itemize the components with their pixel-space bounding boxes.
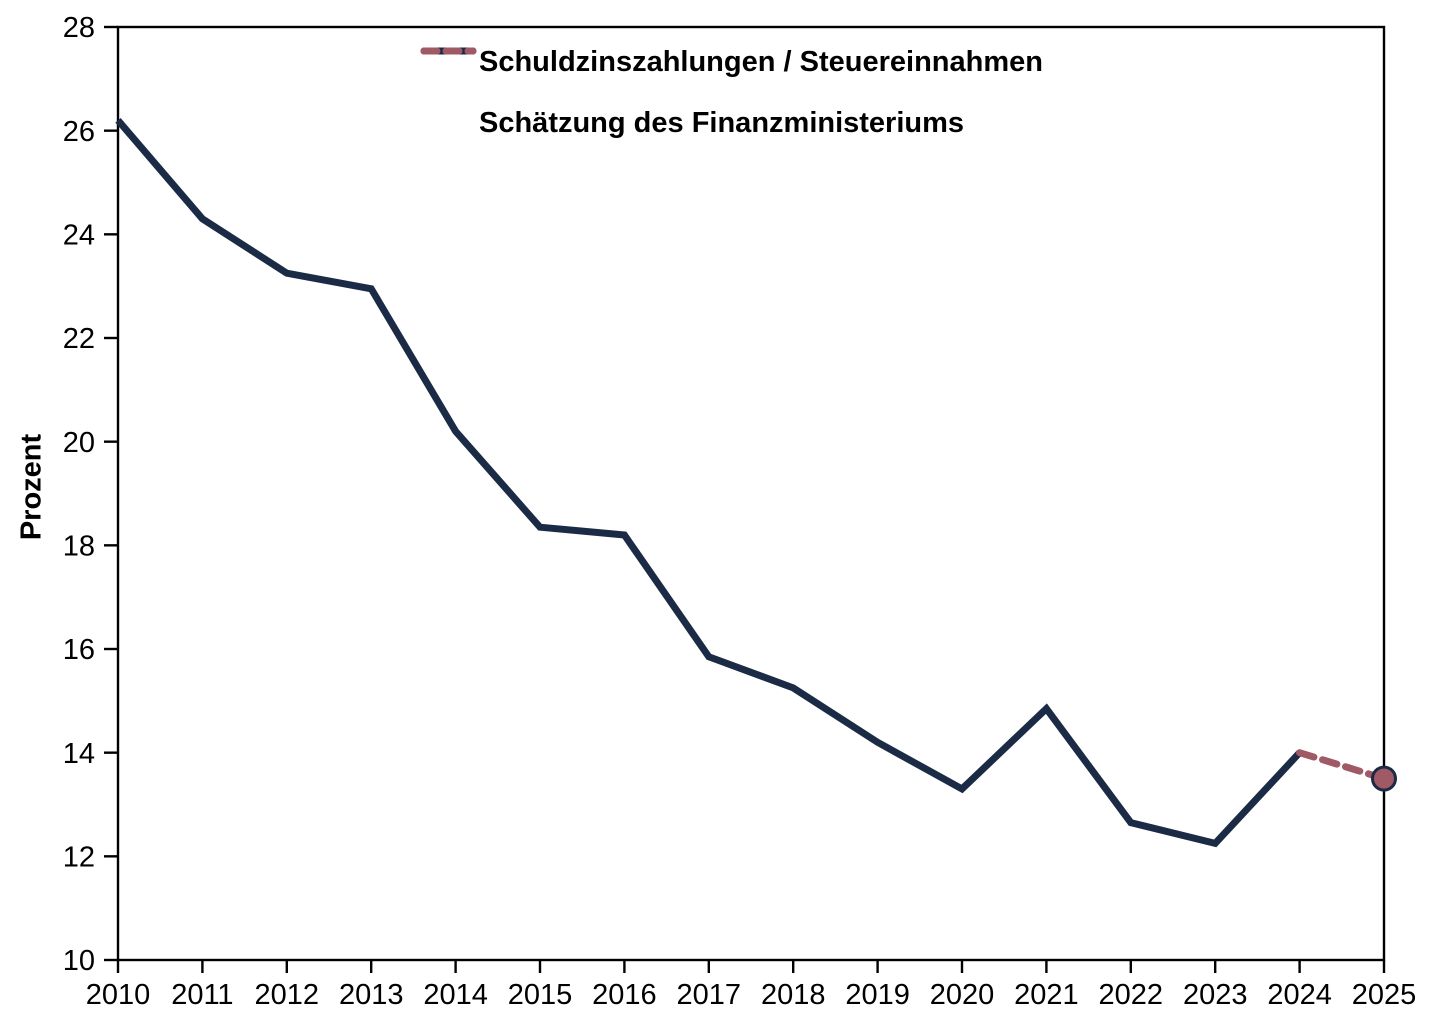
- x-tick-label: 2020: [930, 979, 995, 1011]
- legend-line-dashed-icon: [419, 47, 478, 127]
- legend-label-main: Schuldzinszahlungen / Steuereinnahmen: [479, 46, 1043, 78]
- y-tick-label: 18: [63, 530, 95, 562]
- x-tick-label: 2019: [845, 979, 910, 1011]
- y-tick-label: 20: [63, 427, 95, 459]
- x-tick-label: 2025: [1352, 979, 1417, 1011]
- y-tick-label: 26: [63, 116, 95, 148]
- plot-border: [116, 25, 1386, 962]
- legend-item-estimate: Schätzung des Finanzministeriums: [419, 47, 1043, 139]
- x-tick-label: 2015: [508, 979, 573, 1011]
- x-tick-label: 2013: [339, 979, 404, 1011]
- x-tick-label: 2022: [1099, 979, 1164, 1011]
- legend-line-solid-icon: [419, 47, 478, 66]
- x-tick-label: 2010: [86, 979, 151, 1011]
- y-tick-label: 22: [63, 323, 95, 355]
- x-tick-label: 2024: [1267, 979, 1332, 1011]
- legend-item-main: Schuldzinszahlungen / Steuereinnahmen: [419, 47, 1043, 77]
- legend-label-estimate: Schätzung des Finanzministeriums: [479, 107, 965, 139]
- x-tick-label: 2016: [592, 979, 657, 1011]
- estimate-end-marker: [1371, 765, 1397, 792]
- x-tick-label: 2021: [1014, 979, 1079, 1011]
- x-tick-label: 2014: [423, 979, 488, 1011]
- y-tick-label: 16: [63, 634, 95, 666]
- x-tick-label: 2017: [677, 979, 742, 1011]
- x-tick-label: 2023: [1183, 979, 1248, 1011]
- series-line-main: [115, 118, 1303, 848]
- y-tick-label: 28: [63, 12, 95, 44]
- x-tick-label: 2018: [761, 979, 826, 1011]
- y-tick-label: 14: [63, 738, 95, 770]
- y-tick-label: 12: [63, 841, 95, 873]
- y-tick-label: 24: [63, 219, 95, 251]
- legend: Schuldzinszahlungen / Steuereinnahmen Sc…: [419, 47, 1043, 138]
- y-axis-title: Prozent: [15, 433, 48, 541]
- x-tick-label: 2012: [255, 979, 320, 1011]
- series-line-estimate: [1296, 749, 1388, 783]
- y-tick-label: 10: [63, 945, 95, 977]
- x-tick-label: 2011: [171, 979, 233, 1011]
